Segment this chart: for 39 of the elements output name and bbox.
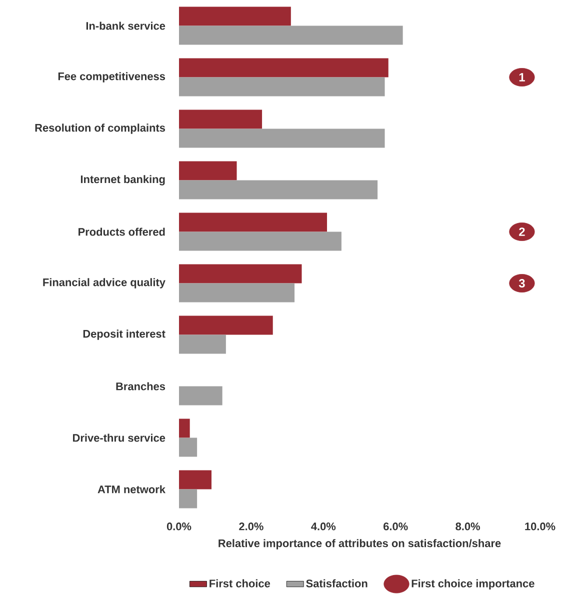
bar <box>179 26 403 45</box>
bar <box>179 470 212 490</box>
y-tick-label: In-bank service <box>86 22 166 30</box>
bar <box>179 418 190 438</box>
bar <box>179 316 273 335</box>
x-tick-label: 2.0% <box>239 522 264 530</box>
bar <box>179 161 237 180</box>
legend-label: First choice <box>210 579 270 588</box>
bar <box>179 264 302 284</box>
y-tick-label: Drive-thru service <box>73 434 166 442</box>
y-tick-label: Fee competitiveness <box>58 72 166 82</box>
x-tick-label: 0.0% <box>166 522 192 530</box>
bar <box>179 6 291 26</box>
bar <box>179 58 388 78</box>
x-axis-title: Relative importance of attributes on satisfaction/share <box>218 539 501 550</box>
legend-label: First choice importance <box>412 579 534 590</box>
bar <box>179 232 342 251</box>
bar <box>179 128 385 148</box>
y-tick-label: Deposit interest <box>83 330 166 340</box>
bar <box>179 438 198 457</box>
bar <box>179 110 262 129</box>
bar <box>179 489 198 508</box>
bar <box>179 180 378 200</box>
y-tick-label: Branches <box>116 382 166 390</box>
legend-label: Satisfaction <box>306 579 368 588</box>
bar <box>179 212 328 232</box>
bar <box>179 77 385 96</box>
x-tick-label: 6.0% <box>384 522 408 530</box>
x-tick-label: 10.0% <box>525 522 556 530</box>
x-tick-label: 8.0% <box>456 522 480 530</box>
bar <box>179 283 295 302</box>
y-tick-label: Financial advice quality <box>43 278 166 288</box>
y-tick-label: Resolution of complaints <box>35 124 166 134</box>
x-tick-label: 4.0% <box>311 522 336 530</box>
bar <box>179 386 222 406</box>
y-tick-label: Internet banking <box>80 175 165 186</box>
bar <box>179 334 226 354</box>
y-tick-label: Products offered <box>78 228 165 236</box>
y-tick-label: ATM network <box>98 485 166 494</box>
